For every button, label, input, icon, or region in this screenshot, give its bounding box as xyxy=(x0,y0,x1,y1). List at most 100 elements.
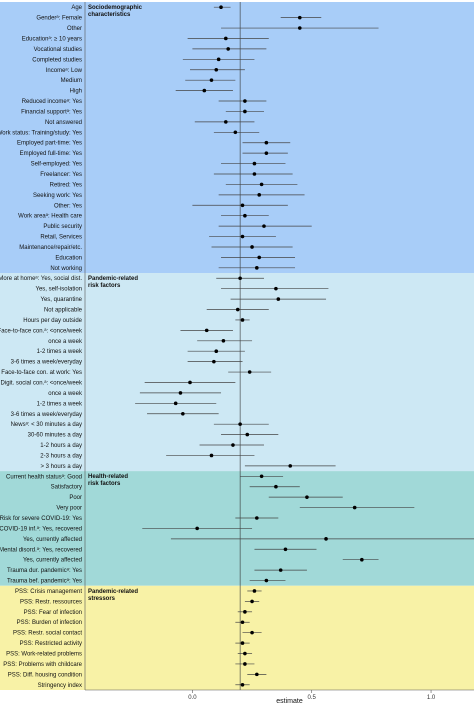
estimate-point xyxy=(235,307,240,312)
row-label: High xyxy=(70,89,82,95)
estimate-marks xyxy=(135,5,474,687)
estimate-point xyxy=(264,151,269,155)
row-label: COVID-19 inf.ᵃ: Yes, recovered xyxy=(0,526,82,532)
row-label: Employed full-time: Yes xyxy=(20,151,82,157)
row-label: Public security xyxy=(43,224,82,230)
estimate-point xyxy=(252,589,257,593)
row-label: PSS: Restricted activity xyxy=(20,641,82,647)
row-label: > 3 hours a day xyxy=(40,464,82,470)
row-label: Yes, quarantine xyxy=(41,297,83,303)
row-label: Yes, currently affected xyxy=(23,558,82,564)
row-label: Digit. social con.ᵃ: <once/week xyxy=(1,380,83,386)
row-label: Educationᵃ: ≥ 10 years xyxy=(22,36,82,42)
estimate-point xyxy=(212,359,216,364)
estimate-point xyxy=(276,297,281,301)
row-label: Education xyxy=(55,255,82,261)
estimate-point xyxy=(173,401,178,406)
row-label: Trauma bef. pandemicᵃ: Yes xyxy=(7,579,82,585)
estimate-point xyxy=(360,557,364,562)
estimate-point xyxy=(352,505,357,510)
estimate-point xyxy=(195,526,199,531)
row-label: Not working xyxy=(50,266,82,272)
estimate-point xyxy=(204,328,209,333)
row-label: Stringency index xyxy=(38,683,82,689)
x-tick-label: 1.0 xyxy=(427,695,436,701)
estimate-point xyxy=(243,651,247,656)
estimate-point xyxy=(240,203,245,208)
row-label: 3-6 times a week/everyday xyxy=(11,360,82,366)
row-label: Mental disord.ᵃ: Yes, recovered xyxy=(0,547,82,553)
estimate-point xyxy=(278,568,283,572)
group-band xyxy=(0,585,474,690)
row-label: Other: Yes xyxy=(54,203,82,209)
estimate-point xyxy=(240,234,245,239)
x-axis-title: estimate xyxy=(276,698,303,705)
estimate-point xyxy=(243,213,247,218)
row-label: PSS: Burden of infection xyxy=(17,620,82,626)
row-label: Satisfactory xyxy=(51,485,82,491)
row-label: Not answered xyxy=(45,120,82,126)
row-label: Self-employed: Yes xyxy=(31,162,82,168)
estimate-point xyxy=(214,67,219,72)
row-label: Freelancer: Yes xyxy=(40,172,82,178)
row-label: PSS: Problems with childcare xyxy=(3,662,82,668)
estimate-point xyxy=(283,547,288,552)
group-title: Pandemic-related xyxy=(88,276,138,282)
row-label: Retired: Yes xyxy=(50,182,82,188)
estimate-point xyxy=(209,453,214,458)
row-label: 1-2 times a week xyxy=(37,349,83,355)
row-label: Newsᵃ: < 30 minutes a day xyxy=(11,422,82,428)
estimate-point xyxy=(219,5,223,10)
row-label: once a week xyxy=(48,391,83,397)
group-title: Pandemic-related xyxy=(88,589,138,595)
estimate-point xyxy=(259,474,264,479)
row-label: Reduced incomeᵃ: Yes xyxy=(22,99,82,105)
estimate-point xyxy=(188,380,192,385)
row-label: Age xyxy=(71,5,82,11)
row-label: Other xyxy=(67,26,82,32)
row-label: Genderᵃ: Female xyxy=(36,16,82,22)
estimate-point xyxy=(238,422,242,426)
estimate-point xyxy=(255,672,259,677)
estimate-point xyxy=(297,26,302,30)
row-label: 1-2 times a week xyxy=(37,401,83,407)
estimate-point xyxy=(243,662,247,666)
estimate-point xyxy=(178,391,183,395)
estimate-point xyxy=(240,620,245,625)
row-label: PSS: Fear of infection xyxy=(24,610,82,616)
row-label: Financial supportᵃ: Yes xyxy=(21,109,82,115)
row-label: Vocational studies xyxy=(34,47,82,53)
estimate-point xyxy=(221,338,226,343)
row-label: More at homeᵃ: Yes, social dist. xyxy=(0,276,82,282)
row-label: 3-6 times a week/everyday xyxy=(11,412,82,418)
estimate-point xyxy=(305,495,309,499)
estimate-point xyxy=(252,161,257,166)
group-title: risk factors xyxy=(88,481,121,487)
estimate-point xyxy=(181,411,185,416)
estimate-point xyxy=(257,193,262,197)
estimate-point xyxy=(240,682,245,687)
estimate-point xyxy=(238,276,242,281)
estimate-point xyxy=(247,370,252,374)
group-title: Health-related xyxy=(88,474,128,480)
row-label: Hours per day outside xyxy=(23,318,82,324)
row-label: PSS: Diff. housing condition xyxy=(8,672,82,678)
estimate-point xyxy=(250,245,254,249)
row-label: Face-to-face con.ᵃ: <once/week xyxy=(0,328,83,334)
estimate-point xyxy=(259,182,264,187)
estimate-point xyxy=(250,599,254,604)
row-label: Not applicable xyxy=(44,308,83,314)
row-label: PSS: Work-related problems xyxy=(6,652,82,658)
row-label: Incomeᵃ: Low xyxy=(46,68,83,74)
row-label: Retail, Services xyxy=(40,235,82,241)
row-label: PSS: Restr. social contact xyxy=(13,631,82,637)
estimate-point xyxy=(243,610,247,614)
estimate-point xyxy=(224,120,228,124)
row-label: Current health statusᵃ: Good xyxy=(6,474,82,480)
estimate-point xyxy=(216,57,221,62)
estimate-point xyxy=(324,537,328,541)
x-tick-label: 0.0 xyxy=(188,695,197,701)
row-label: Yes, self-isolation xyxy=(36,287,82,293)
estimate-point xyxy=(214,349,219,354)
